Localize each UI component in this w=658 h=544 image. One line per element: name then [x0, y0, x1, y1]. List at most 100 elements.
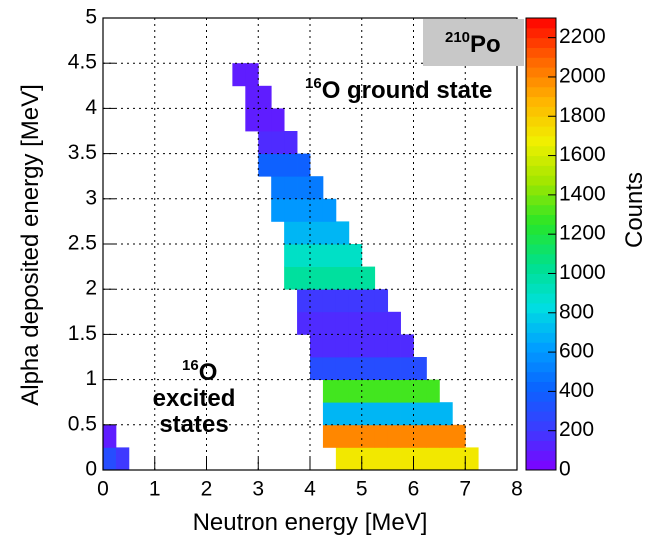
x-tick-label: 8: [511, 478, 523, 501]
y-tick-label: 4: [85, 96, 97, 119]
colorbar-band: [526, 283, 556, 294]
heatmap-cell: [310, 357, 324, 380]
colorbar-band: [526, 37, 556, 48]
colorbar-band: [526, 96, 556, 107]
heatmap-cell: [284, 153, 298, 177]
heatmap-cell: [452, 447, 466, 471]
heatmap-cell: [284, 244, 298, 267]
colorbar-band: [526, 86, 556, 98]
colorbar-tick-label: 1800: [559, 104, 606, 127]
colorbar-band: [526, 371, 556, 383]
colorbar-band: [526, 57, 556, 68]
heatmap-cell: [348, 334, 363, 358]
colorbar-band: [526, 135, 556, 147]
heatmap-cell: [297, 176, 311, 200]
x-tick-label: 0: [97, 478, 109, 501]
colorbar-band: [526, 194, 556, 206]
colorbar-band: [526, 322, 556, 333]
heatmap-cell: [258, 85, 272, 109]
heatmap-cell: [284, 266, 298, 290]
heatmap-cell: [335, 447, 350, 471]
heatmap-cell: [335, 221, 350, 245]
heatmap-cell: [400, 334, 414, 358]
heatmap-cell: [310, 311, 324, 335]
heatmap-cell: [361, 402, 376, 426]
heatmap-cell: [322, 266, 337, 290]
heatmap-cell: [335, 402, 350, 426]
heatmap-cell: [258, 153, 272, 177]
colorbar-tick-label: 400: [559, 379, 594, 402]
heatmap-cell: [310, 198, 324, 222]
colorbar-band: [526, 224, 556, 235]
colorbar-band: [526, 145, 556, 157]
heatmap-cell: [348, 266, 363, 290]
heatmap-cell: [258, 131, 272, 154]
heatmap-cell: [374, 402, 389, 426]
heatmap-cell: [439, 424, 453, 448]
colorbar-tick-label: 1200: [559, 222, 606, 245]
heatmap-cell: [232, 63, 246, 87]
colorbar-band: [526, 460, 556, 471]
colorbar-band: [526, 204, 556, 216]
colorbar-band: [526, 185, 556, 196]
colorbar-frame: [525, 17, 557, 471]
heatmap-cell: [400, 379, 414, 403]
y-tick-label: 1: [85, 367, 97, 390]
heatmap-cell: [348, 357, 363, 380]
colorbar-tick-label: 1400: [559, 182, 606, 205]
heatmap-cell: [374, 289, 389, 313]
heatmap-cell: [322, 244, 337, 267]
colorbar-band: [526, 67, 556, 78]
annotation: 16O: [182, 357, 217, 386]
colorbar-band: [526, 361, 556, 373]
colorbar-band: [526, 244, 556, 255]
heatmap-cell: [374, 424, 389, 448]
heatmap-cell: [271, 108, 285, 132]
annotation: excited: [153, 385, 236, 412]
heatmap-cell: [271, 131, 285, 154]
heatmap-cell: [335, 266, 350, 290]
annotation-sup: 210: [445, 29, 470, 46]
heatmap-cell: [400, 402, 414, 426]
y-tick-label: 4.5: [68, 51, 97, 74]
annotation-box: [423, 19, 524, 66]
y-tick-label: 0.5: [68, 412, 97, 435]
heatmap-cell: [413, 424, 427, 448]
heatmap-cell: [271, 198, 285, 222]
annotation-text: O: [199, 359, 218, 386]
heatmap-cell: [310, 334, 324, 358]
x-tick-label: 2: [201, 478, 213, 501]
heatmap-cell: [439, 447, 453, 471]
heatmap-cell: [271, 176, 285, 200]
colorbar-tick-label: 0: [559, 458, 571, 481]
heatmap-cell: [361, 379, 376, 403]
heatmap-cell: [297, 153, 311, 177]
x-axis-label: Neutron energy [MeV]: [193, 509, 428, 536]
heatmap-cell: [361, 311, 376, 335]
colorbar-band: [526, 175, 556, 186]
heatmap-cell: [103, 424, 117, 448]
heatmap-cell: [361, 266, 376, 290]
heatmap-cell: [297, 221, 311, 245]
heatmap-cell: [335, 379, 350, 403]
heatmap-cell: [322, 357, 337, 380]
colorbar-band: [526, 430, 556, 442]
colorbar-band: [526, 440, 556, 451]
heatmap-cell: [361, 424, 376, 448]
heatmap-cell: [374, 311, 389, 335]
heatmap-cell: [426, 402, 440, 426]
heatmap-cell: [348, 379, 363, 403]
heatmap-cell: [452, 424, 466, 448]
heatmap-cell: [284, 176, 298, 200]
colorbar-band: [526, 116, 556, 127]
heatmap-cell: [310, 176, 324, 200]
colorbar-band: [526, 293, 556, 304]
y-tick-label: 3.5: [68, 141, 97, 164]
heatmap-cell: [426, 447, 440, 471]
x-tick-label: 3: [252, 478, 264, 501]
heatmap-cell: [387, 311, 401, 335]
colorbar-tick-label: 1000: [559, 261, 606, 284]
colorbar-tick-label: 1600: [559, 143, 606, 166]
heatmap-cell: [374, 357, 389, 380]
